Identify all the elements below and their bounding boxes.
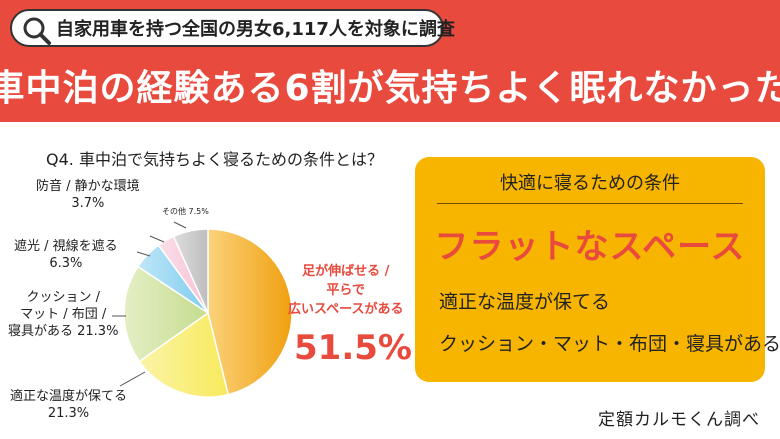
slice-value-space: 51.5%	[294, 328, 412, 368]
conditions-box: 快適に寝るための条件 フラットなスペース 適正な温度が保てる クッション・マット…	[415, 157, 780, 382]
slice-label-other: その他 7.5%	[162, 207, 209, 216]
slice-label-space: 足が伸ばせる / 平らで 広いスペースがある	[288, 262, 403, 319]
conditions-divider	[437, 203, 743, 204]
slice-value-shade: 6.3%	[49, 256, 83, 271]
pie-slice-2	[123, 265, 210, 363]
pie-slice-0	[207, 228, 293, 396]
chart-title: Q4. 車中泊で気持ちよく寝るための条件とは？	[46, 150, 383, 169]
slice-name-space-2: 平らで	[326, 283, 366, 298]
conditions-title: 快適に寝るための条件	[500, 173, 680, 194]
slice-name-space-3: 広いスペースがある	[288, 302, 404, 317]
survey-note-pill: 自家用車を持つ全国の男女6,117人を対象に調査	[10, 9, 455, 47]
survey-note: 自家用車を持つ全国の男女6,117人を対象に調査	[56, 19, 455, 40]
slice-label-shade: 遮光 / 視線を遮る 6.3%	[14, 238, 118, 272]
conditions-top: フラットなスペース	[415, 219, 765, 268]
magnifier-icon	[23, 17, 51, 45]
slice-name-cushion-2: マット / 布団 /	[20, 307, 107, 322]
conditions-top-text: フラットなスペース	[434, 227, 746, 267]
slice-label-cushion: クッション / マット / 布団 / 寝具がある 21.3%	[8, 289, 118, 340]
slice-name-cushion-3: 寝具がある 21.3%	[8, 324, 119, 339]
pie-slice-1	[138, 311, 230, 398]
conditions-item-2: クッション・マット・布団・寝具がある	[439, 333, 780, 355]
slice-name-sound: 防音 / 静かな環境	[36, 179, 140, 194]
slice-name-space-1: 足が伸ばせる /	[302, 264, 390, 279]
slice-value-sound: 3.7%	[71, 196, 105, 211]
slice-value-temperature: 21.3%	[47, 406, 90, 421]
slice-label-sound: 防音 / 静かな環境 3.7%	[36, 178, 140, 212]
header-banner: 自家用車を持つ全国の男女6,117人を対象に調査 車中泊の経験ある6割が気持ちよ…	[0, 0, 780, 122]
source-credit: 定額カルモくん調べ	[598, 410, 760, 430]
headline: 車中泊の経験ある6割が気持ちよく眠れなかった	[0, 68, 780, 109]
pie-slice-5	[172, 228, 209, 314]
conditions-item-1: 適正な温度が保てる	[439, 291, 611, 313]
slice-name-temperature: 適正な温度が保てる	[10, 389, 128, 404]
slice-label-temperature: 適正な温度が保てる 21.3%	[10, 388, 127, 422]
slice-name-shade: 遮光 / 視線を遮る	[14, 239, 118, 254]
slice-name-cushion-1: クッション /	[26, 290, 100, 305]
